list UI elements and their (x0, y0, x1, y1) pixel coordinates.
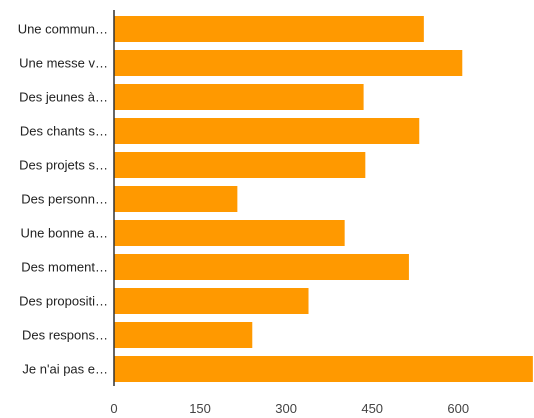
category-label: Des chants s… (20, 124, 108, 139)
category-label: Des personn… (21, 192, 108, 207)
x-tick-label: 0 (110, 401, 117, 416)
category-labels: Une commun… Une messe v… Des jeunes à… Des … (18, 22, 108, 377)
bar (114, 288, 309, 314)
bar (114, 322, 253, 348)
x-tick-label: 600 (447, 401, 469, 416)
category-label: Une messe v… (19, 56, 108, 71)
x-axis-ticks: 0 150 300 450 600 (110, 401, 469, 416)
bars-group (114, 16, 533, 382)
category-label: Je n'ai pas e… (22, 362, 108, 377)
bar (114, 254, 409, 280)
bar (114, 356, 533, 382)
bar (114, 16, 424, 42)
bar (114, 186, 238, 212)
x-tick-label: 150 (189, 401, 211, 416)
x-tick-label: 450 (361, 401, 383, 416)
bar (114, 84, 364, 110)
bar (114, 50, 463, 76)
category-label: Des respons… (22, 328, 108, 343)
category-label: Une commun… (18, 22, 108, 37)
bar (114, 152, 366, 178)
category-label: Des projets s… (19, 158, 108, 173)
category-label: Des jeunes à… (19, 90, 108, 105)
x-tick-label: 300 (275, 401, 297, 416)
category-label: Une bonne a… (21, 226, 108, 241)
category-label: Des propositi… (19, 294, 108, 309)
category-label: Des moment… (21, 260, 108, 275)
bar (114, 118, 420, 144)
bar (114, 220, 345, 246)
